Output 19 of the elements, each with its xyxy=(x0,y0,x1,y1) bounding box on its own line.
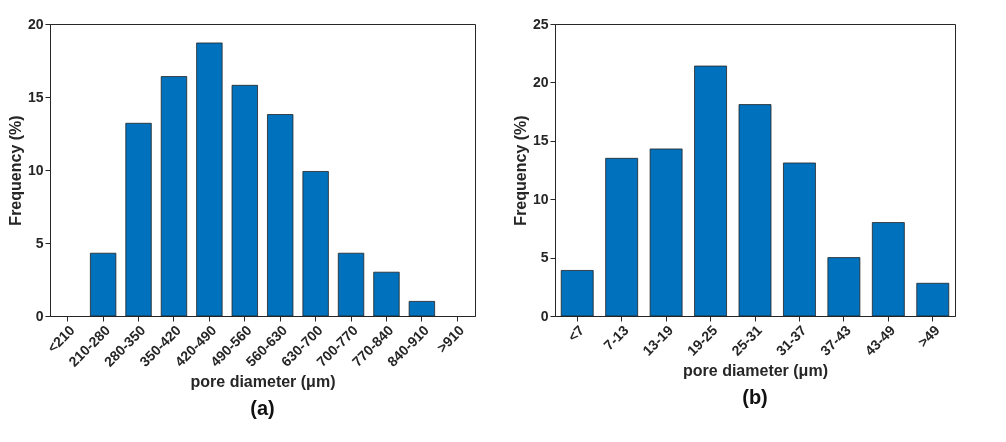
y-tick-label: 25 xyxy=(532,15,549,32)
y-tick-label: 10 xyxy=(27,161,44,178)
y-tick-label: 15 xyxy=(27,88,44,105)
y-tick-label: 15 xyxy=(532,132,549,149)
y-tick-label: 0 xyxy=(35,307,44,324)
y-tick-label: 20 xyxy=(27,15,44,32)
text: (b) xyxy=(742,386,768,409)
x-axis-title: pore diameter (μm) xyxy=(190,372,336,390)
y-axis-title: Frequency (%) xyxy=(511,115,529,226)
x-tick-label: >49 xyxy=(914,321,943,351)
y-tick-label: 5 xyxy=(540,249,549,266)
x-tick-label: <7 xyxy=(564,321,588,345)
text: (a) xyxy=(250,397,275,420)
y-tick-label: 0 xyxy=(540,307,549,324)
y-axis-title: Frequency (%) xyxy=(6,115,24,226)
y-tick-label: 5 xyxy=(35,234,44,251)
x-axis-title: pore diameter (μm) xyxy=(683,361,828,379)
y-tick-label: 10 xyxy=(532,190,549,207)
y-tick-label: 20 xyxy=(532,73,549,90)
